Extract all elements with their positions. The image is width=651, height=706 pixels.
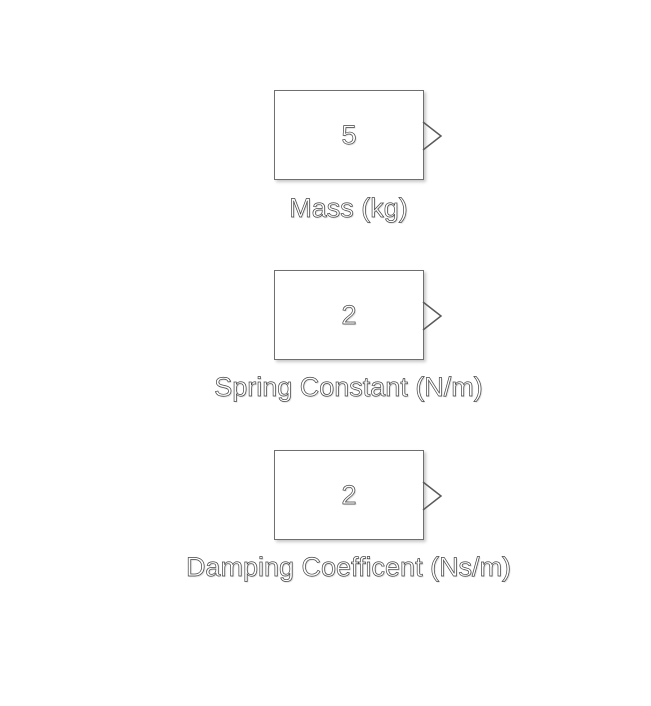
spring-constant-block[interactable]: 2 bbox=[274, 270, 443, 360]
damping-coefficient-label: Damping Coefficent (Ns/m) bbox=[185, 552, 512, 582]
spring-constant-value: 2 bbox=[341, 299, 357, 330]
mass-value: 5 bbox=[341, 119, 357, 150]
spring-output-port-icon[interactable] bbox=[422, 301, 445, 331]
mass-output-port-icon[interactable] bbox=[422, 121, 445, 151]
damping-constant-block[interactable]: 2 bbox=[274, 450, 443, 540]
damping-output-port-icon[interactable] bbox=[422, 481, 445, 511]
spring-constant-label: Spring Constant (N/m) bbox=[214, 372, 483, 402]
mass-constant-block[interactable]: 5 bbox=[274, 90, 443, 180]
damping-coefficient-value: 2 bbox=[341, 479, 357, 510]
mass-label: Mass (kg) bbox=[289, 193, 408, 223]
